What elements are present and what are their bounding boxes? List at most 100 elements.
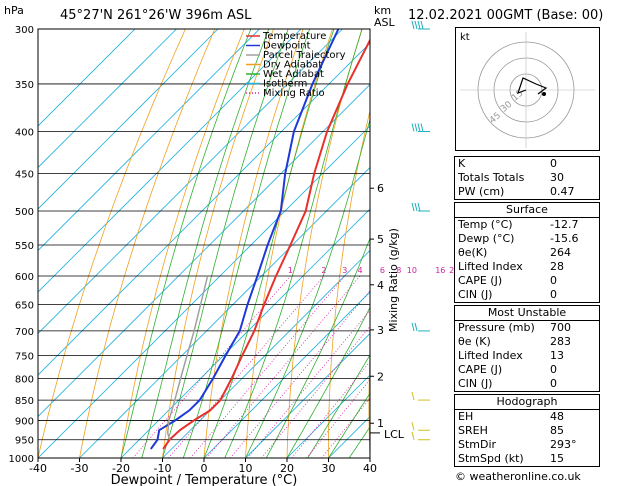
mixing-ratio-line — [132, 275, 291, 458]
general-label: Totals Totals — [458, 171, 525, 184]
barb-flag — [414, 322, 418, 332]
x-tick-label: 40 — [363, 462, 377, 475]
hodo-label: EH — [458, 410, 474, 423]
lcl-label: LCL — [384, 428, 405, 441]
wind-barb — [411, 322, 430, 332]
y-tick-label: 300 — [15, 25, 34, 36]
surface-row: θe(K) 264 — [455, 246, 599, 260]
hodograph-ring-label: 30 — [499, 100, 514, 115]
isotherm-line — [245, 332, 370, 458]
dry-adiabat-line — [621, 29, 629, 458]
y-tick-label: 550 — [15, 241, 34, 252]
dry-adiabat-line — [162, 29, 274, 458]
x-tick-label: -40 — [29, 462, 47, 475]
sounding-series — [149, 29, 370, 450]
y-tick-label: 400 — [15, 128, 34, 139]
surface-label: θe(K) — [458, 246, 488, 259]
hodo-value: 293° — [550, 438, 577, 451]
km-axis: 1 2 3 4 5 6 — [370, 182, 384, 434]
hodo-row: StmSpd (kt) 15 — [455, 452, 599, 466]
surface-value: -12.7 — [550, 218, 579, 231]
y-tick-label: 350 — [15, 80, 34, 91]
hodo-row: StmDir 293° — [455, 438, 599, 452]
surface-value: -15.6 — [550, 232, 579, 245]
series-parcel-trajectory — [166, 275, 209, 440]
hodo-row: SREH 85 — [455, 424, 599, 438]
y-tick-label: 600 — [15, 272, 34, 283]
barb-flag — [417, 202, 421, 212]
general-row: Totals Totals 30 — [455, 171, 599, 185]
barb-flag — [417, 123, 421, 132]
isotherm-line — [38, 29, 219, 210]
y-tick-label: 1000 — [9, 454, 34, 465]
general-indices: K 0 Totals Totals 30 PW (cm) 0.47 — [454, 156, 600, 200]
legend-label: Wet Adiabat — [263, 69, 324, 80]
legend-label: Isotherm — [263, 79, 307, 90]
unstable-value: 0 — [550, 363, 557, 376]
x-tick-label: 30 — [322, 462, 336, 475]
mixing-ratio-label: 8 — [396, 266, 401, 275]
y-tick-label: 750 — [15, 351, 34, 362]
barb-flag — [414, 123, 418, 132]
barb-flag — [411, 20, 415, 30]
km-tick-label: 4 — [377, 279, 384, 292]
mixing-ratio-line — [247, 309, 370, 458]
hodograph-box: 15 30 45 kt — [455, 27, 600, 151]
isotherm-line — [120, 208, 370, 458]
y-tick-label: 650 — [15, 301, 34, 312]
hodo-value: 48 — [550, 410, 564, 423]
wind-barb — [411, 20, 430, 30]
km-tick-label: 2 — [377, 370, 384, 383]
general-row: PW (cm) 0.47 — [455, 185, 599, 199]
x-tick-label: -10 — [154, 462, 172, 475]
mixing-ratio-label: 1 — [288, 266, 293, 275]
surface-label: Dewp (°C) — [458, 232, 515, 245]
isotherm-line — [286, 374, 370, 458]
series-temperature — [162, 37, 370, 450]
mixing-ratio-label: 4 — [357, 266, 362, 275]
surface-label: CAPE (J) — [458, 274, 503, 287]
hodo-value: 85 — [550, 424, 564, 437]
x-axis-ticks: -40 -30 -20 -10 0 10 20 30 40 — [29, 458, 377, 475]
x-tick-label: 20 — [280, 462, 294, 475]
x-tick-label: -30 — [71, 462, 89, 475]
legend-label: Dewpoint — [263, 41, 311, 52]
y-tick-label: 500 — [15, 207, 34, 218]
isotherm-line — [203, 291, 370, 458]
surface-value: 0 — [550, 288, 557, 301]
hodo-label: StmDir — [458, 438, 497, 451]
km-tick-label: 6 — [377, 182, 384, 195]
isotherm-line — [38, 42, 370, 376]
surface-label: CIN (J) — [458, 288, 493, 301]
legend-label: Mixing Ratio — [263, 88, 325, 99]
x-tick-label: 10 — [239, 462, 253, 475]
legend-label: Parcel Trajectory — [263, 50, 346, 61]
y-tick-label: 450 — [15, 169, 34, 180]
hodograph-indices: Hodograph EH 48 SREH 85 StmDir 293° StmSpd (kt… — [454, 394, 600, 467]
isotherm-line — [38, 125, 370, 458]
legend-label: Temperature — [262, 31, 326, 42]
mixing-ratio-line — [190, 275, 346, 458]
isotherm-line — [79, 166, 370, 458]
legend-label: Dry Adiabat — [263, 60, 322, 71]
wind-barbs — [411, 20, 430, 441]
mixing-ratio-label: 10 — [407, 266, 417, 275]
surface-row: CAPE (J) 0 — [455, 274, 599, 288]
unstable-row: CIN (J) 0 — [455, 377, 599, 391]
surface-row: Temp (°C) -12.7 — [455, 218, 599, 232]
barb-flag — [420, 123, 424, 132]
km-tick-label: 1 — [377, 417, 384, 430]
credit: © weatheronline.co.uk — [455, 470, 581, 483]
y-tick-label: 950 — [15, 436, 34, 447]
asl-label: ASL — [374, 16, 396, 29]
wind-barb — [411, 422, 430, 431]
location-title: 45°27'N 261°26'W 396m ASL — [60, 8, 252, 23]
hodograph-title: Hodograph — [455, 395, 599, 410]
barb-flag — [411, 123, 415, 132]
unstable-row: θe (K) 283 — [455, 335, 599, 349]
km-tick-label: 3 — [377, 324, 384, 337]
km-label: km — [374, 4, 391, 17]
